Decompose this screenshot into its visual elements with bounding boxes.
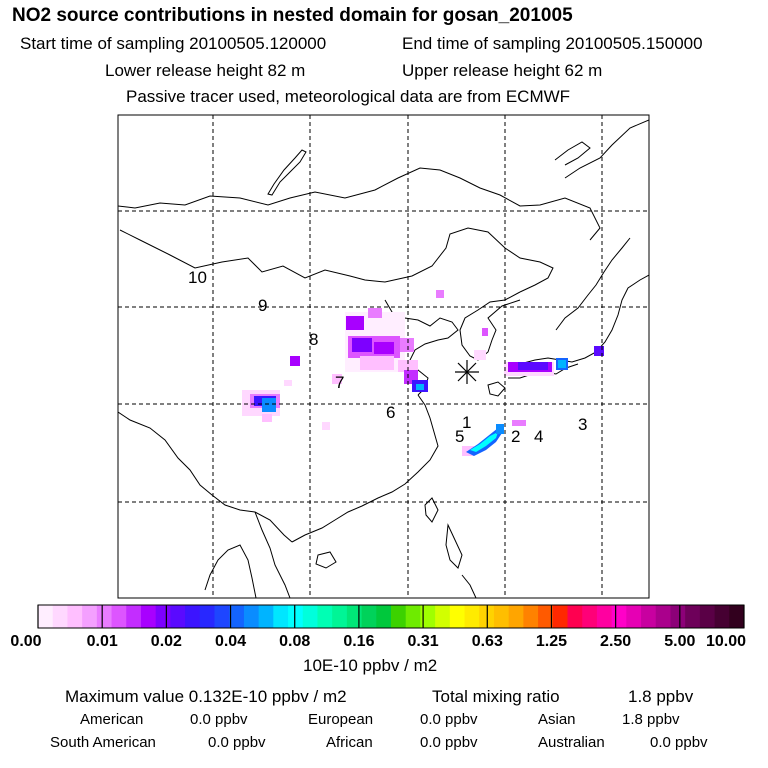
region-name-african: African xyxy=(326,734,373,751)
region-value-european: 0.0 ppbv xyxy=(420,711,478,728)
region-label: 6 xyxy=(386,403,395,422)
region-name-american: American xyxy=(80,711,144,728)
region-value-australian: 0.0 ppbv xyxy=(650,734,708,751)
region-name-european: European xyxy=(308,711,374,728)
colorbar-unit: 10E-10 ppbv / m2 xyxy=(303,656,438,675)
graticule xyxy=(118,115,649,598)
colorbar-tick-label: 10.00 xyxy=(705,633,747,650)
colorbar-tick-label: 0.16 xyxy=(343,633,375,650)
region-value-american: 0.0 ppbv xyxy=(190,711,248,728)
region-label: 8 xyxy=(309,330,318,349)
total-mixing-label: Total mixing ratio xyxy=(432,687,560,706)
max-value-label: Maximum value 0.132E-10 ppbv / m2 xyxy=(65,687,347,706)
region-value-south-american: 0.0 ppbv xyxy=(208,734,266,751)
region-name-asian: Asian xyxy=(538,711,576,728)
colorbar-tick-label: 0.63 xyxy=(471,633,503,650)
region-label: 4 xyxy=(534,427,543,446)
upper-release-label: Upper release height 62 m xyxy=(402,61,603,80)
total-mixing-value: 1.8 ppbv xyxy=(628,687,694,706)
colorbar-tick-label: 1.25 xyxy=(535,633,568,650)
region-label: 1 xyxy=(462,413,471,432)
region-label: 5 xyxy=(455,427,464,446)
asterisk-icon xyxy=(455,360,479,384)
chart-title: NO2 source contributions in nested domai… xyxy=(12,5,573,26)
map-frame xyxy=(117,114,650,599)
region-name-australian: Australian xyxy=(538,734,605,751)
region-label: 2 xyxy=(511,427,520,446)
colorbar-tick-label: 0.01 xyxy=(86,633,118,650)
region-label: 3 xyxy=(578,415,587,434)
colorbar-tick-label: 5.00 xyxy=(664,633,696,650)
colorbar-tick-label: 0.31 xyxy=(407,633,439,650)
region-labels: 1 2 3 4 5 6 7 8 9 10 xyxy=(188,268,587,446)
start-time-label: Start time of sampling 20100505.120000 xyxy=(20,34,327,53)
colorbar-tick-label: 0.02 xyxy=(150,633,182,650)
colorbar-tick-label: 2.50 xyxy=(600,633,632,650)
coastlines xyxy=(118,119,649,598)
region-value-african: 0.0 ppbv xyxy=(420,734,478,751)
region-name-south-american: South American xyxy=(50,734,156,751)
region-label: 9 xyxy=(258,296,267,315)
lower-release-label: Lower release height 82 m xyxy=(105,61,306,80)
colorbar-tick-label: 0.08 xyxy=(279,633,311,650)
end-time-label: End time of sampling 20100505.150000 xyxy=(402,34,703,53)
colorbar-tick-label: 0.00 xyxy=(10,633,42,650)
region-label: 10 xyxy=(188,268,207,287)
colorbar-tick-label: 0.04 xyxy=(214,633,247,650)
region-label: 7 xyxy=(335,373,344,392)
concentration-field xyxy=(242,290,604,456)
region-value-asian: 1.8 ppbv xyxy=(622,711,680,728)
tracer-note: Passive tracer used, meteorological data… xyxy=(126,87,571,106)
